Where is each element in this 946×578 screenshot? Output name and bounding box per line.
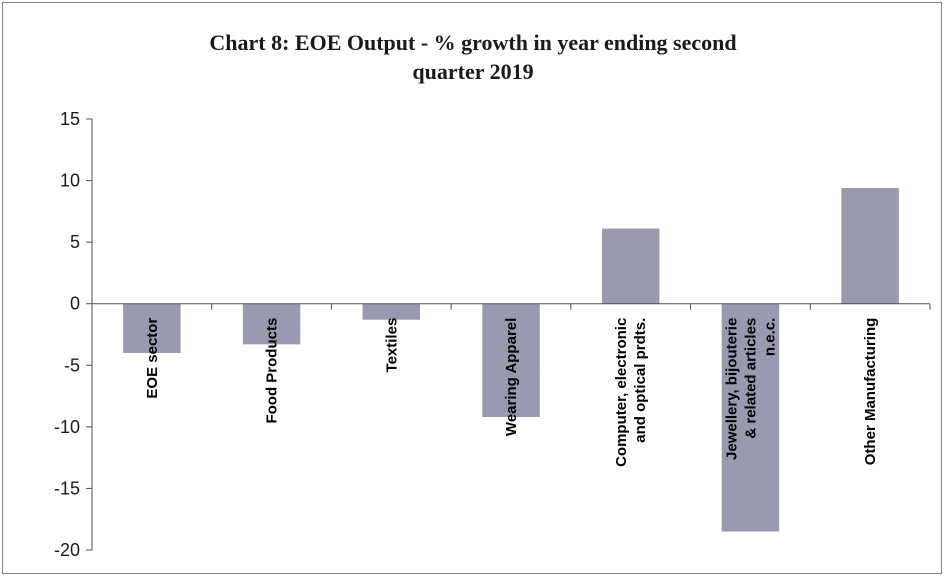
category-label: Computer, electronic and optical prdts. xyxy=(613,318,649,467)
category-labels: EOE sector Food Products Textiles Wearing A… xyxy=(144,318,879,467)
category-label-line: EOE sector xyxy=(144,318,161,399)
bar xyxy=(601,228,660,304)
x-axis xyxy=(91,303,931,310)
bars xyxy=(123,187,899,532)
category-label-line: Computer, electronic xyxy=(613,318,630,467)
category-label-line: Jewellery, bijouterie xyxy=(723,318,740,460)
bar xyxy=(242,303,301,345)
y-tick-label: -10 xyxy=(54,417,80,437)
category-label-line: Other Manufacturing xyxy=(862,318,879,466)
y-tick-label: -20 xyxy=(54,540,80,560)
y-axis: 15 10 5 0 -5 -10 -15 -20 xyxy=(54,109,93,560)
category-label-line: Wearing Apparel xyxy=(503,318,520,436)
category-label: Food Products xyxy=(264,318,281,424)
category-label-line: Textiles xyxy=(383,318,400,373)
y-tick-label: 10 xyxy=(60,171,80,191)
bar xyxy=(123,303,181,353)
y-tick-label: 0 xyxy=(70,294,80,314)
category-label-line: n.e.c. xyxy=(761,318,778,356)
category-label-line: Food Products xyxy=(264,318,281,424)
chart-title-line-2: quarter 2019 xyxy=(412,59,534,84)
category-label: Textiles xyxy=(383,318,400,373)
bar xyxy=(721,303,780,532)
y-tick-label: 15 xyxy=(60,109,80,129)
bar xyxy=(362,303,421,320)
y-tick-label: 5 xyxy=(70,232,80,252)
category-label-line: and optical prdts. xyxy=(632,318,649,443)
y-tick-label: -15 xyxy=(54,478,80,498)
bar xyxy=(482,303,540,418)
category-label-line: & related articles xyxy=(742,318,759,439)
category-label: Other Manufacturing xyxy=(862,318,879,466)
category-label: EOE sector xyxy=(144,318,161,399)
chart-title: Chart 8: EOE Output - % growth in year e… xyxy=(0,28,946,86)
category-label: Wearing Apparel xyxy=(503,318,520,436)
y-tick-label: -5 xyxy=(64,355,80,375)
bar xyxy=(841,187,899,304)
chart-title-line-1: Chart 8: EOE Output - % growth in year e… xyxy=(209,30,737,55)
category-label: Jewellery, bijouterie & related articles n… xyxy=(723,318,778,460)
